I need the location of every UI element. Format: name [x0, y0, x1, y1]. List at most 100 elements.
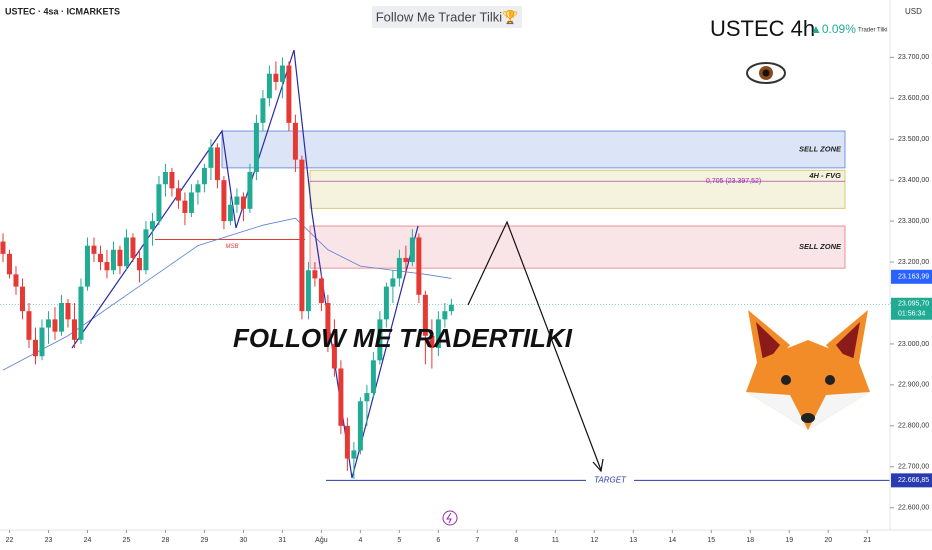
candle-body: [318, 278, 324, 303]
candle-body: [91, 245, 97, 254]
candle-body: [422, 294, 428, 336]
x-tick-label: 20: [824, 537, 832, 544]
candle-body: [429, 335, 435, 349]
candle-body: [344, 425, 350, 459]
price-tag: [891, 297, 932, 320]
candle-body: [143, 229, 149, 271]
candle-body: [162, 171, 168, 185]
candle-body: [65, 302, 71, 320]
y-tick-label: 23.000,00: [898, 341, 929, 348]
candle-body: [195, 184, 201, 193]
candle-body: [188, 192, 194, 213]
arrow-head: [592, 458, 604, 473]
y-tick-label: 23.300,00: [898, 218, 929, 225]
candle-body: [130, 237, 136, 258]
target-label-bg: [586, 475, 634, 486]
x-tick-label: 30: [240, 537, 248, 544]
candle-body: [214, 147, 220, 181]
banner-box: [372, 6, 522, 28]
candle-body: [201, 167, 207, 185]
x-tick-label: 7: [475, 537, 479, 544]
change: ▲0.09%: [810, 22, 856, 36]
fox-icon: [746, 310, 870, 430]
y-tick-label: 22.700,00: [898, 464, 929, 471]
candle-body: [299, 159, 305, 312]
candle-body: [175, 188, 181, 201]
price-tag-label: 22.666,85: [898, 477, 929, 484]
x-tick-label: Ağu: [315, 537, 328, 544]
candle-body: [273, 73, 279, 82]
candle-body: [45, 319, 51, 328]
x-tick-label: 11: [552, 537, 559, 544]
candle-body: [182, 200, 188, 213]
candle-body: [448, 304, 454, 312]
y-tick-label: 23.500,00: [898, 136, 929, 143]
candle-body: [6, 253, 12, 275]
candle-body: [97, 253, 103, 263]
candle-body: [110, 249, 116, 271]
candle-body: [325, 302, 331, 344]
y-tick-label: 22.600,00: [898, 505, 929, 512]
x-tick-label: 22: [6, 537, 14, 544]
candle-body: [240, 196, 246, 209]
candle-body: [364, 393, 370, 402]
x-tick-label: 5: [397, 537, 401, 544]
x-tick-label: 25: [123, 537, 131, 544]
candle-body: [58, 302, 64, 332]
eye-pupil: [762, 69, 770, 77]
zone: [309, 169, 846, 209]
candle-body: [260, 98, 266, 123]
candle-body: [78, 286, 84, 340]
event-icon: [442, 510, 458, 526]
candle-body: [370, 360, 376, 394]
candle-body: [71, 319, 77, 340]
candle-body: [247, 171, 253, 209]
candle-body: [117, 249, 123, 267]
countdown: 01:56:34: [898, 311, 925, 318]
candle-body: [351, 450, 357, 459]
zone: [221, 130, 846, 169]
candle-body: [435, 319, 441, 349]
candle-body: [266, 73, 272, 99]
price-tag-label: 23.095,70: [898, 301, 929, 308]
candle-body: [84, 245, 90, 287]
chart-title: USTEC · 4sa · ICMARKETS: [5, 6, 120, 16]
zone-label: SELL ZONE: [799, 242, 842, 251]
candle-body: [390, 278, 396, 287]
candle-body: [279, 65, 285, 82]
msb-label: MSB: [225, 244, 238, 250]
y-tick-label: 23.400,00: [898, 177, 929, 184]
x-tick-label: 18: [746, 537, 754, 544]
x-tick-label: 6: [436, 537, 440, 544]
candle-body: [169, 171, 175, 189]
price-tag-label: 23.163,99: [898, 274, 929, 281]
candle-body: [312, 270, 318, 279]
candle-body: [253, 122, 259, 172]
target-label: TARGET: [594, 475, 627, 484]
candle-body: [52, 319, 58, 332]
candle-body: [305, 270, 311, 312]
candle-body: [0, 241, 6, 254]
symbol: USTEC 4h: [710, 16, 815, 41]
candle-body: [338, 368, 344, 426]
candle-body: [156, 184, 162, 222]
candle-body: [26, 311, 32, 340]
y-tick-label: 23.200,00: [898, 259, 929, 266]
candle-body: [331, 343, 337, 369]
x-tick-label: 8: [514, 537, 518, 544]
event-bolt: [446, 512, 452, 524]
x-tick-label: 21: [863, 537, 871, 544]
x-tick-label: 19: [785, 537, 793, 544]
price-tag: [891, 473, 932, 488]
x-tick-label: 31: [279, 537, 287, 544]
zone-label: SELL ZONE: [799, 144, 842, 153]
x-tick-label: 14: [668, 537, 676, 544]
zone: [309, 225, 846, 269]
banner: Follow Me Trader Tilki🏆: [376, 9, 519, 24]
y-tick-label: 22.800,00: [898, 423, 929, 430]
x-tick-label: 4: [358, 537, 362, 544]
candle-body: [292, 122, 298, 160]
candle-body: [13, 274, 19, 287]
price-tag: [891, 269, 932, 284]
candle-body: [383, 286, 389, 320]
